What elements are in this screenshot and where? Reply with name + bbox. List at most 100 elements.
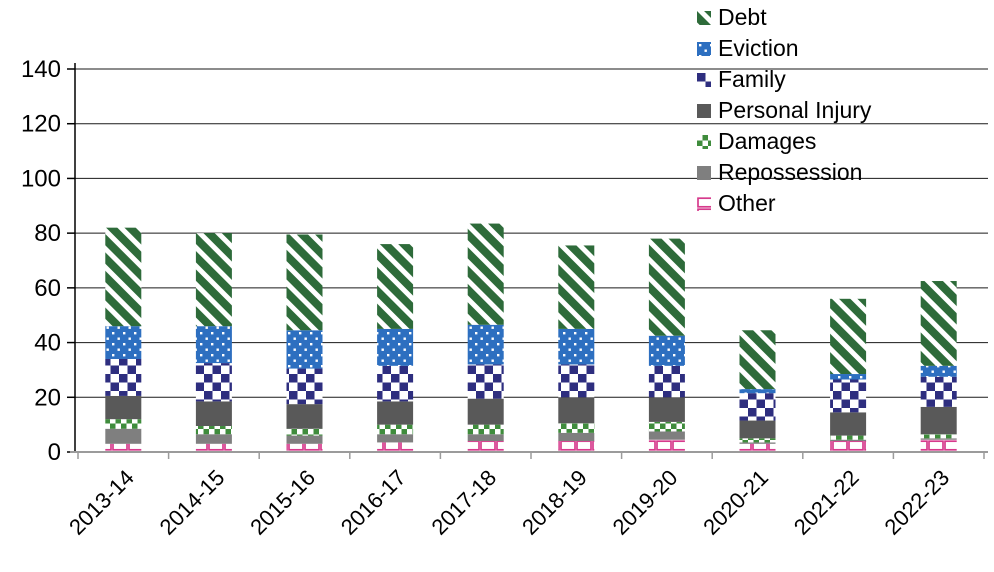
bar-segment-2017-18-damages [467, 424, 504, 435]
bar-segment-2022-23-personal-injury [920, 406, 957, 435]
legend-swatch-personal-injury-icon [697, 103, 711, 118]
bar-segment-2014-15-personal-injury [195, 401, 232, 427]
bar-segment-2015-16-eviction [286, 330, 323, 369]
bar-segment-2014-15-damages [195, 426, 232, 435]
bar-segment-2015-16-other [286, 443, 323, 452]
y-tick-label-0: 0 [48, 439, 61, 466]
x-category-label-2016-17: 2016-17 [336, 465, 411, 540]
bar-segment-2020-21-other [739, 443, 776, 452]
bar-segment-2018-19-family [558, 364, 595, 398]
bar-segment-2018-19-eviction [558, 328, 595, 365]
y-tick-label-120: 120 [21, 111, 61, 138]
legend-swatch-repossession-icon [697, 165, 711, 180]
bar-segment-2022-23-repossession [920, 438, 957, 440]
y-tick-label-60: 60 [34, 275, 61, 302]
bar-segment-2018-19-debt [558, 245, 595, 329]
x-category-label-2022-23: 2022-23 [879, 465, 954, 540]
bar-segment-2014-15-other [195, 443, 232, 452]
x-category-label-2018-19: 2018-19 [517, 465, 592, 540]
bar-segment-2015-16-damages [286, 428, 323, 436]
x-category-label-2020-21: 2020-21 [698, 465, 773, 540]
bar-segment-2021-22-other [830, 441, 867, 452]
x-category-label-2014-15: 2014-15 [155, 465, 230, 540]
bar-segment-2020-21-debt [739, 330, 776, 390]
bar-segment-2017-18-eviction [467, 324, 504, 365]
bar-segment-2020-21-repossession [739, 442, 776, 444]
legend-item-debt: Debt [697, 2, 871, 33]
bar-segment-2013-14-family [105, 358, 142, 396]
legend-swatch-family-icon [697, 72, 711, 87]
bar-segment-2016-17-eviction [377, 328, 414, 366]
bar-segment-2014-15-family [195, 363, 232, 402]
bar-segment-2022-23-other [920, 439, 957, 452]
bar-segment-2021-22-personal-injury [830, 412, 867, 436]
bar-segment-2019-20-family [648, 365, 685, 398]
bar-segment-2022-23-eviction [920, 365, 957, 377]
bar-segment-2017-18-repossession [467, 434, 504, 442]
bar-segment-2018-19-damages [558, 423, 595, 433]
y-tick-label-40: 40 [34, 330, 61, 357]
bar-segment-2022-23-family [920, 376, 957, 407]
legend-label-personal-injury: Personal Injury [718, 97, 872, 123]
bar-segment-2013-14-other [105, 443, 142, 452]
bar-segment-2017-18-personal-injury [467, 398, 504, 425]
bar-segment-2016-17-other [377, 442, 414, 452]
bar-segment-2016-17-repossession [377, 434, 414, 443]
bar-segment-2021-22-debt [830, 298, 867, 375]
bar-segment-2015-16-repossession [286, 435, 323, 444]
bar-segment-2014-15-debt [195, 233, 232, 327]
bar-segment-2013-14-personal-injury [105, 395, 142, 420]
y-tick-label-140: 140 [21, 56, 61, 83]
bar-segment-2019-20-repossession [648, 431, 685, 440]
bar-segment-2019-20-other [648, 439, 685, 452]
bar-segment-2020-21-personal-injury [739, 420, 776, 439]
x-category-label-2021-22: 2021-22 [789, 465, 864, 540]
legend-swatch-damages-icon [697, 134, 711, 149]
y-tick-label-80: 80 [34, 220, 61, 247]
bar-segment-2021-22-damages [830, 435, 867, 440]
bar-segment-2015-16-debt [286, 234, 323, 331]
bar-segment-2020-21-damages [739, 438, 776, 443]
legend-label-other: Other [718, 190, 776, 216]
legend-item-eviction: Eviction [697, 33, 871, 64]
bar-segment-2016-17-personal-injury [377, 401, 414, 425]
legend-item-damages: Damages [697, 126, 871, 157]
bar-segment-2013-14-eviction [105, 326, 142, 359]
bar-segment-2013-14-debt [105, 227, 142, 327]
bar-segment-2014-15-eviction [195, 326, 232, 364]
bar-segment-2018-19-other [558, 441, 595, 452]
legend-swatch-debt-icon [697, 10, 711, 25]
bar-segment-2015-16-personal-injury [286, 404, 323, 429]
x-category-label-2013-14: 2013-14 [64, 465, 139, 540]
legend-label-damages: Damages [718, 128, 817, 154]
bar-segment-2019-20-personal-injury [648, 397, 685, 422]
legend-label-family: Family [718, 66, 786, 92]
x-category-label-2019-20: 2019-20 [608, 465, 683, 540]
bar-segment-2021-22-family [830, 379, 867, 413]
x-category-label-2015-16: 2015-16 [245, 465, 320, 540]
bar-segment-2015-16-family [286, 368, 323, 405]
bar-segment-2020-21-eviction [739, 389, 776, 394]
legend-swatch-other-icon [697, 196, 711, 211]
bar-segment-2018-19-repossession [558, 432, 595, 442]
bar-segment-2017-18-other [467, 441, 504, 452]
legend-label-debt: Debt [718, 4, 767, 30]
bar-segment-2013-14-damages [105, 419, 142, 429]
bar-segment-2019-20-damages [648, 421, 685, 432]
legend-item-repossession: Repossession [697, 157, 871, 188]
bar-segment-2017-18-debt [467, 223, 504, 325]
bar-segment-2021-22-repossession [830, 439, 867, 442]
bar-segment-2016-17-debt [377, 244, 414, 329]
legend-label-repossession: Repossession [718, 159, 863, 185]
bar-segment-2022-23-debt [920, 281, 957, 366]
bar-segment-2021-22-eviction [830, 374, 867, 380]
bar-segment-2018-19-personal-injury [558, 397, 595, 424]
bar-segment-2017-18-family [467, 364, 504, 399]
bar-segment-2022-23-damages [920, 434, 957, 439]
legend-label-eviction: Eviction [718, 35, 799, 61]
chart-legend: Debt Eviction Family Personal Injury Damages… [697, 2, 871, 219]
bar-segment-2013-14-repossession [105, 428, 142, 444]
bar-segment-2016-17-damages [377, 424, 414, 435]
legend-item-personal-injury: Personal Injury [697, 95, 871, 126]
